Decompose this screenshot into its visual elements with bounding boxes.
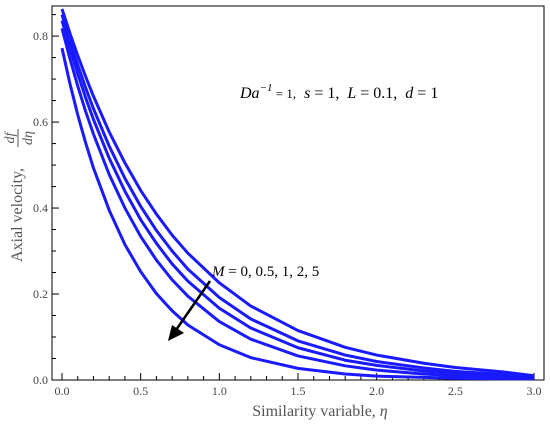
y-tick-label: 0.8 [33, 29, 48, 43]
L-label: L [346, 85, 356, 102]
series-line-5 [60, 47, 534, 381]
params-annotation: Da−1 = 1, s = 1, L = 0.1, d = 1 [239, 82, 438, 102]
y-axis-label: Axial velocity, df dη [3, 129, 36, 262]
m-values: = 0, 0.5, 1, 2, 5 [225, 264, 320, 280]
x-tick-label: 0.5 [133, 384, 148, 398]
s-equals: = 1, [310, 85, 339, 102]
axis-ticks: 0.0 0.5 1.0 1.5 2.0 2.5 3.0 0.0 0.2 0.4 0.6 0.8 [33, 14, 542, 398]
x-tick-label: 3.0 [527, 384, 542, 398]
x-tick-label: 0.0 [55, 384, 70, 398]
x-axis-symbol: η [380, 403, 388, 420]
d-label: d [405, 85, 414, 102]
d-equals: = 1 [413, 85, 438, 102]
x-tick-label: 2.0 [369, 384, 384, 398]
x-tick-label: 1.0 [212, 384, 227, 398]
L-equals: = 0.1, [356, 85, 397, 102]
y-axis-frac-den: dη [21, 131, 36, 145]
series-line-1 [60, 8, 535, 378]
y-tick-label: 0.6 [33, 115, 48, 129]
x-tick-label: 1.5 [291, 384, 306, 398]
y-tick-label: 0.4 [33, 201, 48, 215]
series-line-4 [60, 27, 535, 379]
y-tick-label: 0.2 [33, 287, 48, 301]
y-tick-label: 0.0 [33, 373, 48, 387]
m-arrow-shaft [174, 280, 212, 331]
m-label: M [211, 264, 226, 280]
da-equals: = 1, [273, 86, 297, 101]
y-axis-label-text: Axial velocity, [9, 168, 26, 262]
m-arrow-head [168, 325, 184, 341]
series-lines [60, 8, 535, 381]
series-line-2 [60, 14, 535, 378]
da-label: Da [239, 85, 260, 102]
m-annotation: M = 0, 0.5, 1, 2, 5 [211, 264, 319, 280]
da-exponent: −1 [260, 82, 273, 94]
series-line-3 [60, 20, 535, 379]
x-axis-label: Similarity variable, η [252, 403, 388, 420]
x-tick-label: 2.5 [448, 384, 463, 398]
y-axis-frac-num: df [3, 130, 18, 143]
s-label: s [304, 85, 310, 102]
